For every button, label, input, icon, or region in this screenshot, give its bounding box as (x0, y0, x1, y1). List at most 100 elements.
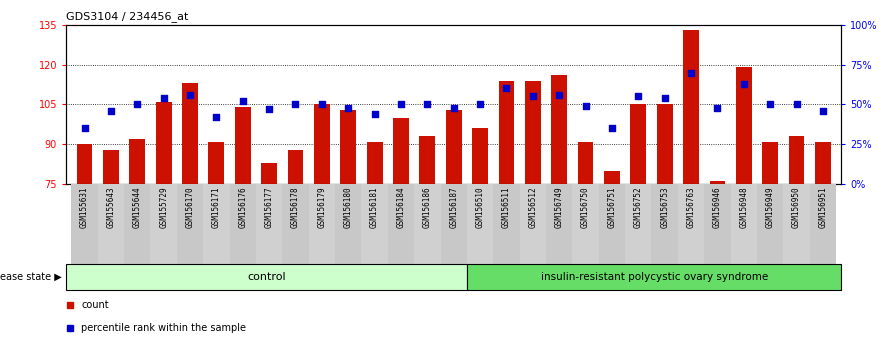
Point (552, 92, 566, 98)
Point (262, 106, 276, 112)
Point (789, 102, 803, 107)
Bar (493, 184, 520, 264)
Bar (446, 110, 462, 184)
Text: GSM156752: GSM156752 (633, 187, 643, 228)
Point (315, 102, 329, 107)
Point (632, 93, 646, 99)
Bar (599, 184, 626, 264)
Bar (736, 67, 751, 184)
Text: GSM156751: GSM156751 (607, 187, 617, 228)
Text: GSM156511: GSM156511 (502, 187, 511, 228)
Text: GSM156753: GSM156753 (660, 187, 670, 228)
Point (684, 70, 698, 75)
Bar (677, 184, 704, 264)
Text: GSM155643: GSM155643 (107, 187, 115, 228)
Bar (340, 110, 356, 184)
Bar (683, 30, 699, 184)
Text: GSM156178: GSM156178 (291, 187, 300, 228)
Bar (287, 149, 303, 184)
Bar (552, 75, 567, 184)
Point (737, 81, 751, 87)
Bar (815, 142, 831, 184)
Point (157, 95, 171, 101)
Bar (314, 104, 329, 184)
Bar (472, 128, 488, 184)
Point (130, 102, 144, 107)
Text: GSM155631: GSM155631 (80, 187, 89, 228)
Bar (124, 184, 151, 264)
Bar (261, 163, 277, 184)
Text: GSM156510: GSM156510 (476, 187, 485, 228)
Text: count: count (81, 300, 109, 310)
Bar (520, 184, 546, 264)
Point (104, 108, 118, 114)
Bar (440, 184, 467, 264)
Text: GSM156949: GSM156949 (766, 187, 774, 228)
Bar (573, 184, 599, 264)
Text: GSM156170: GSM156170 (186, 187, 195, 228)
Bar (656, 104, 672, 184)
Bar (361, 184, 388, 264)
Point (526, 93, 540, 99)
Bar (631, 104, 647, 184)
Point (605, 125, 619, 131)
Point (420, 102, 434, 107)
Bar (335, 184, 361, 264)
Bar (467, 264, 841, 290)
Point (236, 98, 250, 104)
Point (288, 102, 302, 107)
Text: GSM156763: GSM156763 (686, 187, 695, 228)
Bar (177, 184, 204, 264)
Text: percentile rank within the sample: percentile rank within the sample (81, 323, 247, 333)
Text: GSM156171: GSM156171 (212, 187, 221, 228)
Bar (204, 184, 230, 264)
Bar (103, 149, 119, 184)
Text: control: control (248, 272, 286, 282)
Bar (651, 184, 677, 264)
Bar (77, 144, 93, 184)
Text: GSM156946: GSM156946 (713, 187, 722, 228)
Bar (578, 142, 594, 184)
Bar (704, 184, 730, 264)
Point (657, 95, 671, 101)
Bar (525, 80, 541, 184)
Text: GSM155729: GSM155729 (159, 187, 168, 228)
Bar (235, 107, 251, 184)
Bar (98, 184, 124, 264)
Text: GSM156176: GSM156176 (238, 187, 248, 228)
Bar (393, 118, 409, 184)
Bar (156, 102, 172, 184)
Bar (366, 142, 382, 184)
Bar (783, 184, 810, 264)
Bar (388, 184, 414, 264)
Bar (230, 184, 256, 264)
Point (763, 102, 777, 107)
Text: GSM155644: GSM155644 (133, 187, 142, 228)
Bar (762, 142, 778, 184)
Bar (256, 184, 282, 264)
Bar (414, 184, 440, 264)
Point (210, 114, 224, 120)
Text: GSM156186: GSM156186 (423, 187, 432, 228)
Text: GSM156512: GSM156512 (529, 187, 537, 228)
Bar (546, 184, 573, 264)
Point (367, 111, 381, 117)
Text: GSM156181: GSM156181 (370, 187, 379, 228)
Bar (788, 136, 804, 184)
Text: GDS3104 / 234456_at: GDS3104 / 234456_at (66, 11, 189, 22)
Text: GSM156180: GSM156180 (344, 187, 352, 228)
Text: GSM156750: GSM156750 (581, 187, 590, 228)
Point (473, 102, 487, 107)
Bar (626, 184, 651, 264)
Bar (151, 184, 177, 264)
Bar (730, 184, 757, 264)
Bar (810, 184, 836, 264)
Point (710, 105, 724, 110)
Bar (419, 136, 435, 184)
Point (500, 86, 514, 91)
Bar (757, 184, 783, 264)
Text: GSM156184: GSM156184 (396, 187, 405, 228)
Text: GSM156950: GSM156950 (792, 187, 801, 228)
Bar (66, 264, 467, 290)
Text: GSM156187: GSM156187 (449, 187, 458, 228)
